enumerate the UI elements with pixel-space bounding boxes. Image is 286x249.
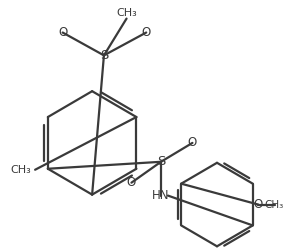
Text: S: S [157, 155, 165, 168]
Text: CH₃: CH₃ [264, 199, 284, 210]
Text: HN: HN [152, 189, 170, 202]
Text: O: O [58, 26, 67, 39]
Text: CH₃: CH₃ [10, 165, 31, 175]
Text: S: S [100, 49, 108, 62]
Text: CH₃: CH₃ [116, 8, 137, 18]
Text: O: O [127, 176, 136, 189]
Text: O: O [188, 136, 197, 149]
Text: O: O [254, 198, 263, 211]
Text: O: O [142, 26, 151, 39]
